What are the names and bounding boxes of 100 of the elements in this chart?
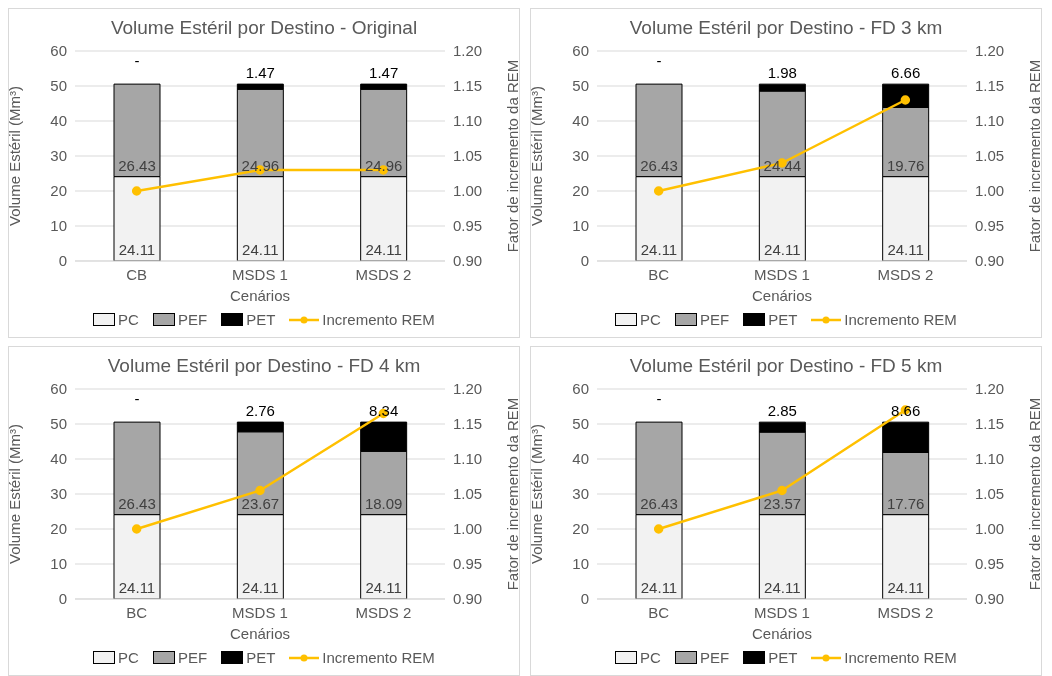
y-axis-title: Volume Estéril (Mm³)	[528, 423, 546, 565]
data-label: 26.43	[118, 156, 156, 174]
data-label: -	[656, 52, 662, 70]
point	[900, 95, 911, 105]
y2-axis-title: Fator de incremento da REM	[1026, 397, 1044, 591]
data-label: 24.11	[242, 579, 279, 596]
y2-tick-label: 1.20	[975, 380, 1005, 398]
y2-tick-label: 1.15	[453, 77, 483, 95]
data-label: 24.11	[640, 241, 678, 258]
y-tick-label: 60	[572, 42, 589, 60]
x-axis-title: Cenários	[751, 625, 813, 642]
y2-axis-title: Fator de incremento da REM	[504, 397, 522, 591]
y2-tick-label: 1.20	[453, 380, 483, 398]
chart-title: Volume Estéril por Destino - FD 3 km	[629, 17, 943, 38]
data-label: 26.43	[640, 494, 678, 512]
legend-label: PET	[768, 311, 798, 328]
y-tick-label: 20	[572, 182, 589, 200]
data-label: 2.85	[767, 402, 797, 420]
y2-tick-label: 1.05	[975, 485, 1005, 503]
x-tick-label: MSDS 2	[355, 603, 412, 621]
y2-tick-label: 1.00	[453, 520, 483, 538]
y-tick-label: 60	[50, 42, 67, 60]
y-tick-label: 20	[50, 182, 67, 200]
point	[653, 186, 664, 196]
x-tick-label: MSDS 1	[754, 603, 810, 621]
y-tick-label: 0	[58, 590, 67, 608]
y2-tick-label: 1.15	[453, 415, 483, 433]
y-tick-label: 30	[50, 147, 67, 165]
y2-tick-label: 1.05	[975, 147, 1005, 165]
data-label: 24.11	[365, 241, 402, 258]
y-tick-label: 40	[50, 450, 67, 468]
data-label: 19.76	[886, 156, 925, 174]
x-tick-label: BC	[126, 603, 148, 621]
x-tick-label: MSDS 1	[232, 603, 288, 621]
y-tick-label: 30	[572, 485, 589, 503]
y-axis-title: Volume Estéril (Mm³)	[528, 85, 546, 227]
data-label: 26.43	[640, 156, 678, 174]
y-tick-label: 40	[50, 112, 67, 130]
x-tick-label: MSDS 2	[355, 265, 412, 283]
y-tick-label: 50	[572, 415, 589, 433]
y2-tick-label: 0.90	[453, 252, 483, 270]
y2-axis-title: Fator de incremento da REM	[504, 59, 522, 253]
x-tick-label: MSDS 1	[754, 265, 810, 283]
legend-label: PEF	[699, 311, 730, 328]
y-tick-label: 0	[580, 252, 589, 270]
data-label: -	[656, 390, 662, 408]
y-tick-label: 20	[572, 520, 589, 538]
chart-title: Volume Estéril por Destino - FD 4 km	[107, 355, 421, 376]
legend-label: PET	[768, 649, 798, 666]
legend-label: PET	[246, 311, 276, 328]
data-label: 8.34	[369, 402, 399, 420]
legend-label: PC	[118, 311, 139, 328]
data-label: 1.47	[245, 64, 275, 82]
y2-tick-label: 0.95	[975, 555, 1005, 573]
x-tick-label: BC	[648, 603, 670, 621]
legend-label: PET	[246, 649, 276, 666]
y2-axis-title: Fator de incremento da REM	[1026, 59, 1044, 253]
y2-tick-label: 1.05	[453, 485, 483, 503]
y-tick-label: 60	[50, 380, 67, 398]
y2-tick-label: 0.90	[975, 590, 1005, 608]
y2-tick-label: 1.10	[453, 112, 483, 130]
data-label: 1.98	[767, 64, 797, 82]
x-axis-title: Cenários	[229, 287, 291, 304]
data-label: -	[134, 52, 140, 70]
data-label: 24.11	[764, 241, 801, 258]
y2-tick-label: 1.10	[975, 112, 1005, 130]
legend-label: PC	[118, 649, 139, 666]
legend-label: PEF	[699, 649, 730, 666]
y2-tick-label: 1.15	[975, 77, 1005, 95]
data-label: 24.11	[242, 241, 279, 258]
y-tick-label: 40	[572, 112, 589, 130]
y-tick-label: 30	[50, 485, 67, 503]
x-axis-title: Cenários	[751, 287, 813, 304]
y2-tick-label: 0.95	[453, 555, 483, 573]
x-tick-label: MSDS 1	[232, 265, 288, 283]
y-tick-label: 10	[572, 555, 589, 573]
x-tick-label: MSDS 2	[877, 603, 934, 621]
data-label: 2.76	[245, 402, 275, 420]
data-label: 18.09	[364, 494, 403, 512]
y2-tick-label: 1.10	[453, 450, 483, 468]
y2-tick-label: 1.00	[453, 182, 483, 200]
y-tick-label: 40	[572, 450, 589, 468]
point	[777, 485, 787, 496]
data-label: 23.67	[241, 494, 280, 512]
y-axis-title: Volume Estéril (Mm³)	[6, 423, 24, 565]
x-tick-label: MSDS 2	[877, 265, 934, 283]
y-tick-label: 0	[580, 590, 589, 608]
data-label: 24.11	[118, 241, 156, 258]
legend-label: Incremento REM	[844, 649, 957, 666]
y-tick-label: 0	[58, 252, 67, 270]
y2-tick-label: 1.20	[975, 42, 1005, 60]
y2-tick-label: 1.05	[453, 147, 483, 165]
y2-tick-label: 0.95	[975, 217, 1005, 235]
y-tick-label: 50	[572, 77, 589, 95]
data-label: 24.11	[118, 579, 156, 596]
x-tick-label: CB	[126, 265, 148, 283]
data-label: 24.11	[365, 579, 402, 596]
legend-label: PEF	[177, 311, 208, 328]
point	[653, 524, 664, 534]
point	[131, 524, 142, 534]
